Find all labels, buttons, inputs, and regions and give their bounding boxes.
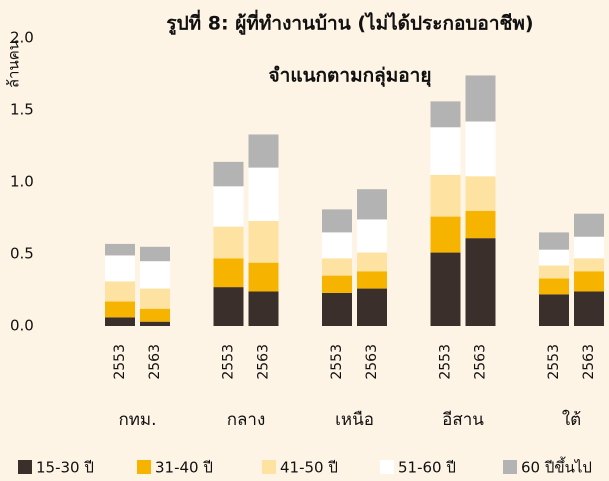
bar-segment (430, 216, 461, 253)
bar-segment (322, 275, 352, 293)
chart-subtitle: จำแนกตามกลุ่มอายุ (269, 65, 432, 88)
bar-segment (574, 236, 604, 259)
bar-segment (105, 243, 135, 256)
bar-segment (574, 258, 604, 272)
bar-segment (430, 252, 461, 326)
legend-swatch (137, 460, 151, 474)
group-label: ใต้ (562, 409, 581, 430)
legend-swatch (18, 460, 32, 474)
bar-segment (574, 291, 604, 326)
bar-segment (539, 265, 569, 279)
bar-segment (430, 101, 461, 128)
x-tick-label: 2553 (112, 344, 128, 380)
bar-segment (574, 271, 604, 292)
bar-segment (357, 219, 387, 253)
y-tick-label: 0.5 (10, 245, 34, 263)
y-tick-label: 2.0 (10, 29, 34, 47)
bar-segment (322, 209, 352, 233)
y-tick-label: 1.5 (10, 101, 34, 119)
bar-segment (357, 252, 387, 272)
bar-segment (140, 261, 170, 289)
bar-segment (430, 174, 461, 217)
bar-segment (465, 210, 496, 239)
bar-segment (357, 271, 387, 289)
bar-segment (322, 258, 352, 276)
legend-swatch (262, 460, 276, 474)
y-axis-label: ล้านคน (5, 40, 23, 88)
bar-segment (213, 258, 244, 288)
bar-segment (248, 220, 279, 263)
bar-segment (465, 75, 496, 122)
legend-label: 31-40 ปี (155, 459, 213, 477)
bar-segment (213, 287, 244, 326)
bar-segment (140, 321, 170, 326)
group-label: กลาง (227, 410, 266, 430)
bar-segment (248, 167, 279, 221)
x-tick-label: 2563 (256, 344, 272, 380)
bar-segment (213, 161, 244, 187)
bar-segment (105, 281, 135, 302)
bar-segment (357, 189, 387, 220)
bar-segment (140, 288, 170, 309)
x-tick-label: 2553 (546, 344, 562, 380)
bar-segment (357, 288, 387, 326)
bar-segment (322, 232, 352, 259)
bar-segment (105, 255, 135, 282)
x-tick-label: 2563 (581, 344, 597, 380)
chart-title: รูปที่ 8: ผู้ที่ทำงานบ้าน (ไม่ได้ประกอบอ… (166, 10, 533, 36)
y-tick-label: 0.0 (10, 317, 34, 335)
legend-label: 15-30 ปี (36, 459, 94, 477)
bar-segment (140, 246, 170, 262)
bar-segment (322, 292, 352, 326)
bar-segment (140, 308, 170, 322)
bar-segment (539, 249, 569, 266)
bar-segment (105, 317, 135, 326)
bar-segment (213, 186, 244, 227)
group-label: เหนือ (335, 410, 374, 430)
group-label: อีสาน (442, 410, 484, 430)
x-tick-label: 2553 (438, 344, 454, 380)
legend-label: 41-50 ปี (280, 459, 338, 477)
bar-segment (248, 291, 279, 326)
bar-segment (465, 176, 496, 211)
bar-segment (248, 134, 279, 168)
bar-segment (539, 294, 569, 326)
x-tick-label: 2563 (473, 344, 489, 380)
bar-segment (213, 226, 244, 259)
legend-label: 60 ปีขึ้นไป (521, 457, 592, 477)
x-tick-label: 2563 (364, 344, 380, 380)
bar-segment (539, 278, 569, 295)
x-tick-label: 2563 (147, 344, 163, 380)
group-label: กทม. (118, 410, 156, 430)
legend-swatch (380, 460, 394, 474)
bar-segment (105, 301, 135, 318)
legend-swatch (503, 460, 517, 474)
bar-segment (430, 127, 461, 175)
bar-segment (465, 121, 496, 177)
bar-segment (539, 232, 569, 250)
bar-segment (574, 213, 604, 237)
x-tick-label: 2553 (329, 344, 345, 380)
x-tick-label: 2553 (221, 344, 237, 380)
bar-segment (465, 238, 496, 326)
legend-label: 51-60 ปี (398, 459, 456, 477)
y-tick-label: 1.0 (10, 173, 34, 191)
bar-segment (248, 262, 279, 292)
